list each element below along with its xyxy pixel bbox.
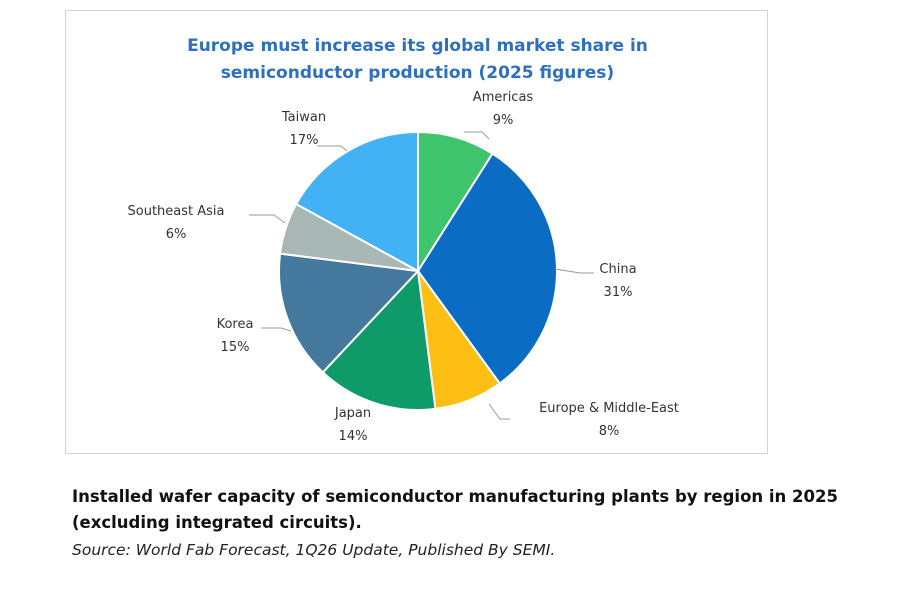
leader-line-china [554,268,594,274]
slice-value-taiwan: 17% [290,133,319,148]
chart-title-line-1: Europe must increase its global market s… [187,36,648,56]
leader-line-taiwan [317,145,348,152]
slice-label-southeast-asia: Southeast Asia [128,204,225,219]
leader-line-europe-middle-east [488,403,510,420]
slice-label-taiwan: Taiwan [281,110,326,125]
slice-value-southeast-asia: 6% [166,227,187,242]
slice-label-europe-middle-east: Europe & Middle-East [539,401,679,416]
chart-title-line-2: semiconductor production (2025 figures) [220,63,615,83]
slice-label-japan: Japan [334,406,371,421]
pie-slice-taiwan [294,130,419,273]
slice-label-korea: Korea [217,317,254,332]
slice-value-korea: 15% [221,340,250,355]
leader-line-southeast-asia [249,214,286,224]
pie-chart: Americas 9% China 31% Europe & Middle-East 8%… [128,90,679,444]
slice-label-americas: Americas [473,90,534,105]
figure-caption: Installed wafer capacity of semiconducto… [72,487,838,532]
slice-value-japan: 14% [339,429,368,444]
pie-slice-korea [278,252,421,374]
figure-source: Source: World Fab Forecast, 1Q26 Update,… [72,541,556,559]
pie-slice-japan [321,268,437,411]
chart-title: Europe must increase its global market s… [66,33,769,87]
slice-value-europe-middle-east: 8% [599,424,620,439]
leader-line-korea [261,327,292,332]
slice-value-americas: 9% [493,113,514,128]
pie-slice-americas [417,130,494,275]
leader-line-americas [464,131,490,140]
chart-frame: Europe must increase its global market s… [65,10,768,454]
pie-slice-china [416,152,558,385]
slice-label-china: China [599,262,636,277]
slice-value-china: 31% [604,285,633,300]
